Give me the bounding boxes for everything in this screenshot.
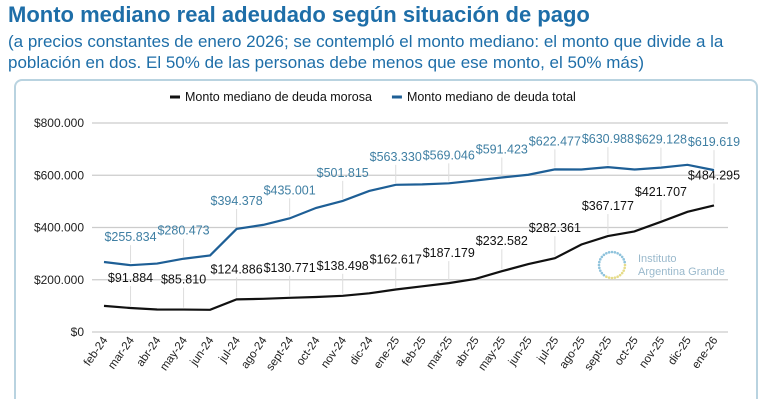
data-label-total: $569.046 bbox=[423, 148, 475, 162]
data-label-morosa: $232.582 bbox=[476, 234, 528, 248]
data-label-morosa: $85.810 bbox=[161, 273, 206, 287]
data-label-total: $394.378 bbox=[211, 194, 263, 208]
x-tick-label: oct-25 bbox=[613, 335, 641, 368]
x-tick-label: jul-24 bbox=[217, 334, 244, 365]
watermark-dot bbox=[618, 253, 622, 257]
watermark-dot bbox=[613, 251, 617, 254]
watermark-dot bbox=[598, 266, 601, 270]
x-tick-label: dic-25 bbox=[666, 335, 694, 368]
data-label-total: $435.001 bbox=[264, 183, 316, 197]
data-label-total: $280.473 bbox=[157, 224, 209, 238]
data-label-morosa: $484.295 bbox=[688, 168, 740, 182]
x-tick-label: ene-26 bbox=[690, 335, 720, 371]
watermark-dot bbox=[597, 263, 601, 267]
x-tick-label: mar-25 bbox=[425, 335, 456, 372]
watermark-dot bbox=[607, 276, 611, 279]
legend-label-total: Monto mediano de deuda total bbox=[407, 90, 576, 104]
watermark-dot bbox=[600, 271, 604, 275]
data-label-total: $563.330 bbox=[370, 150, 422, 164]
data-label-total: $619.619 bbox=[688, 135, 740, 149]
watermark-dot bbox=[598, 269, 602, 272]
data-label-morosa: $282.361 bbox=[529, 221, 581, 235]
page-title: Monto mediano real adeudado según situac… bbox=[8, 2, 590, 27]
watermark-dot bbox=[623, 260, 626, 264]
y-tick-label: $0 bbox=[71, 325, 85, 339]
chart-card bbox=[14, 79, 758, 399]
data-label-total: $591.423 bbox=[476, 142, 528, 156]
x-tick-label: may-25 bbox=[476, 335, 508, 373]
watermark-dot bbox=[623, 263, 627, 267]
watermark-dot bbox=[605, 251, 608, 255]
watermark-dot bbox=[610, 276, 614, 280]
data-label-morosa: $187.179 bbox=[423, 246, 475, 260]
watermark-dot bbox=[620, 255, 624, 259]
data-label-morosa: $124.886 bbox=[211, 262, 263, 276]
x-tick-label: jul-25 bbox=[535, 335, 562, 366]
x-tick-label: jun-24 bbox=[188, 334, 217, 368]
y-tick-label: $400.000 bbox=[34, 221, 84, 235]
watermark-dot bbox=[618, 273, 622, 277]
x-tick-label: jun-25 bbox=[506, 335, 535, 369]
y-tick-label: $600.000 bbox=[34, 168, 84, 182]
watermark-dot bbox=[623, 266, 626, 270]
y-tick-label: $800.000 bbox=[34, 116, 84, 130]
watermark-dot bbox=[622, 269, 626, 272]
data-label-morosa: $91.884 bbox=[108, 271, 153, 285]
data-label-morosa: $367.177 bbox=[582, 199, 634, 213]
watermark-dot bbox=[610, 250, 614, 254]
y-tick-label: $200.000 bbox=[34, 273, 84, 287]
page-subtitle: (a precios constantes de enero 2026; se … bbox=[8, 32, 724, 72]
data-label-morosa: $162.617 bbox=[370, 253, 422, 267]
watermark-dot bbox=[598, 260, 601, 264]
watermark-dot bbox=[622, 258, 626, 261]
watermark-dot bbox=[607, 251, 611, 254]
watermark-text-1: Instituto bbox=[638, 253, 677, 265]
watermark-dot bbox=[620, 271, 624, 275]
data-label-total: $255.834 bbox=[104, 230, 156, 244]
data-label-total: $501.815 bbox=[317, 166, 369, 180]
watermark-dot bbox=[602, 273, 606, 277]
watermark-dot bbox=[600, 255, 604, 259]
series-line-total bbox=[103, 163, 715, 267]
data-label-total: $622.477 bbox=[529, 134, 581, 148]
watermark-dot bbox=[602, 253, 606, 257]
legend-label-morosa: Monto mediano de deuda morosa bbox=[185, 90, 372, 104]
data-label-total: $629.128 bbox=[635, 133, 687, 147]
data-label-total: $630.988 bbox=[582, 132, 634, 146]
x-tick-label: mar-24 bbox=[106, 334, 137, 371]
x-tick-label: nov-25 bbox=[637, 335, 667, 371]
data-label-morosa: $421.707 bbox=[635, 185, 687, 199]
watermark-dot bbox=[616, 275, 619, 279]
x-tick-label: nov-24 bbox=[319, 334, 349, 370]
data-label-morosa: $130.771 bbox=[264, 261, 316, 275]
x-tick-label: ene-25 bbox=[372, 335, 402, 371]
watermark-dot bbox=[598, 258, 602, 261]
watermark-dot bbox=[613, 276, 617, 279]
watermark-text-2: Argentina Grande bbox=[638, 266, 725, 278]
x-tick-label: sept-24 bbox=[264, 334, 296, 373]
series-line-morosa bbox=[103, 204, 715, 311]
x-tick-label: may-24 bbox=[158, 334, 190, 373]
x-tick-label: dic-24 bbox=[348, 334, 376, 367]
watermark-dot bbox=[616, 251, 619, 255]
data-label-morosa: $138.498 bbox=[317, 259, 369, 273]
x-tick-label: sept-25 bbox=[583, 335, 615, 373]
watermark-dot bbox=[605, 275, 608, 279]
